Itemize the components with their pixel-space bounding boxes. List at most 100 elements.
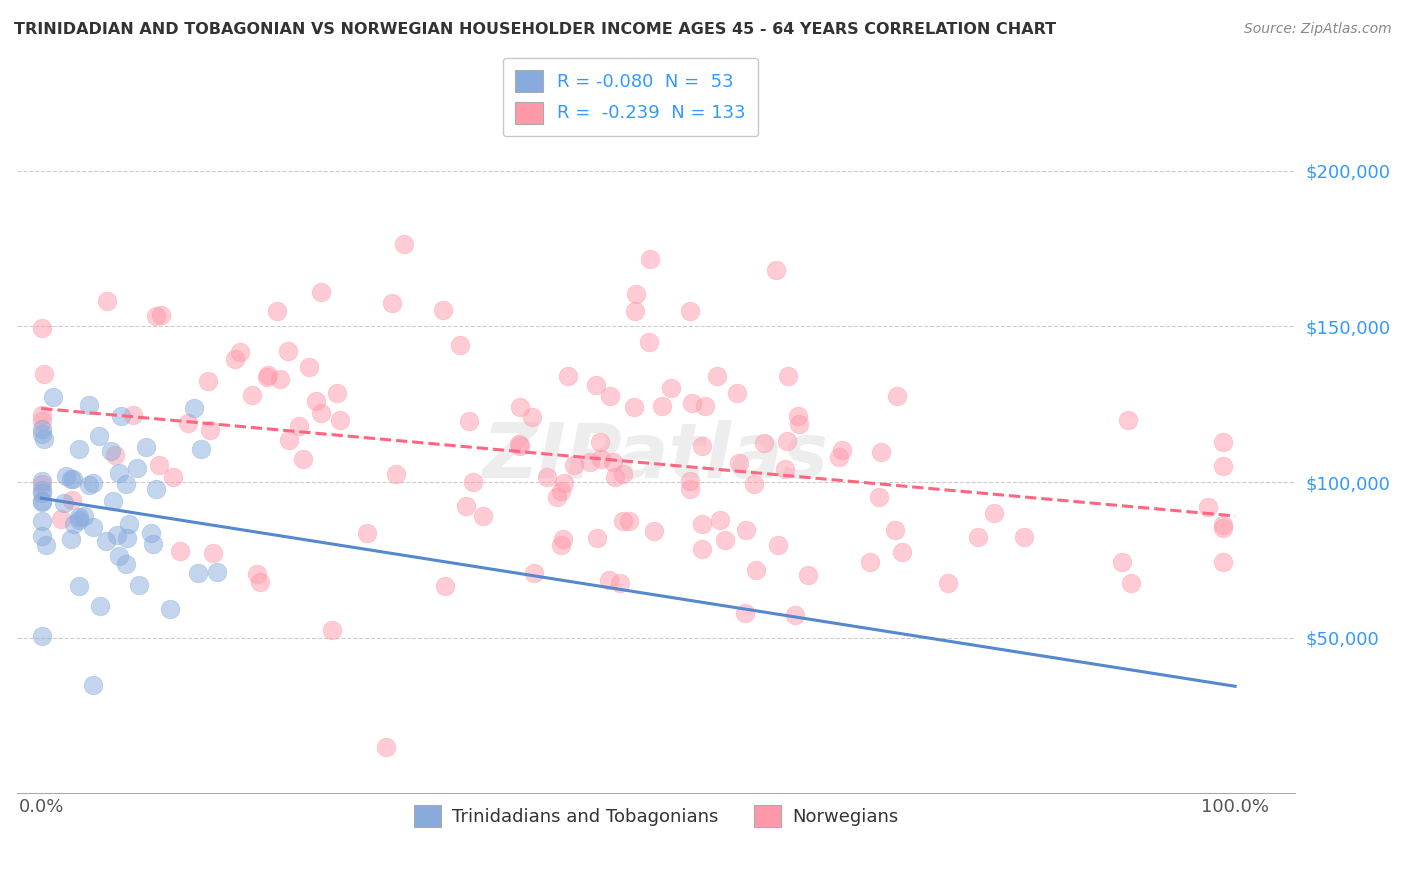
Point [31,426,53,441]
Point [31,514,53,528]
Point [73,508,96,523]
Point [785,608,807,623]
Point [31,629,53,643]
Point [100,444,122,458]
Point [617,514,640,528]
Point [128,578,150,592]
Point [775,462,797,476]
Point [190,442,212,456]
Point [463,475,485,489]
Point [110,409,132,423]
Point [62,472,84,486]
Point [1121,575,1143,590]
Point [115,557,138,571]
Point [385,467,408,481]
Text: ZIPatlas: ZIPatlas [484,420,830,494]
Point [1212,555,1234,569]
Text: TRINIDADIAN AND TOBAGONIAN VS NORWEGIAN HOUSEHOLDER INCOME AGES 45 - 64 YEARS CO: TRINIDADIAN AND TOBAGONIAN VS NORWEGIAN … [14,22,1056,37]
Point [797,567,820,582]
Point [31,320,53,334]
Point [309,285,332,299]
Legend: Trinidadians and Tobagonians, Norwegians: Trinidadians and Tobagonians, Norwegians [406,798,905,834]
Point [177,416,200,430]
Point [831,443,853,458]
Point [742,476,765,491]
Point [550,538,572,552]
Point [754,435,776,450]
Point [659,381,682,395]
Point [187,566,209,580]
Point [713,533,735,547]
Point [623,401,645,415]
Point [288,418,311,433]
Point [277,343,299,358]
Point [433,579,456,593]
Point [786,409,808,423]
Point [589,452,612,467]
Point [31,414,53,428]
Point [432,303,454,318]
Point [557,369,579,384]
Point [579,455,602,469]
Point [693,399,716,413]
Point [886,389,908,403]
Point [450,337,472,351]
Point [240,388,263,402]
Point [536,470,558,484]
Point [626,286,648,301]
Point [326,386,349,401]
Point [598,573,620,587]
Point [938,576,960,591]
Point [60,493,83,508]
Point [651,399,673,413]
Point [778,369,800,384]
Point [776,434,799,449]
Point [31,494,53,508]
Point [114,477,136,491]
Point [145,482,167,496]
Point [508,400,530,414]
Point [766,538,789,552]
Point [679,482,702,496]
Point [356,526,378,541]
Point [269,372,291,386]
Point [249,575,271,590]
Point [67,510,90,524]
Point [82,677,104,691]
Point [52,496,75,510]
Point [139,526,162,541]
Point [765,263,787,277]
Point [551,532,574,546]
Point [1212,459,1234,474]
Point [107,549,129,563]
Point [735,523,758,537]
Point [706,369,728,384]
Point [550,483,572,498]
Point [87,429,110,443]
Point [1197,500,1219,514]
Point [553,476,575,491]
Point [105,527,128,541]
Point [692,439,714,453]
Point [869,445,891,459]
Point [104,449,127,463]
Point [609,575,631,590]
Point [31,494,53,508]
Point [32,432,55,446]
Point [859,555,882,569]
Point [63,517,86,532]
Point [108,466,131,480]
Point [79,397,101,411]
Point [257,368,280,383]
Point [983,506,1005,520]
Point [77,478,100,492]
Point [305,393,328,408]
Point [207,566,229,580]
Point [868,490,890,504]
Point [678,303,700,318]
Point [520,410,543,425]
Point [612,515,634,529]
Point [125,461,148,475]
Point [692,516,714,531]
Point [546,490,568,504]
